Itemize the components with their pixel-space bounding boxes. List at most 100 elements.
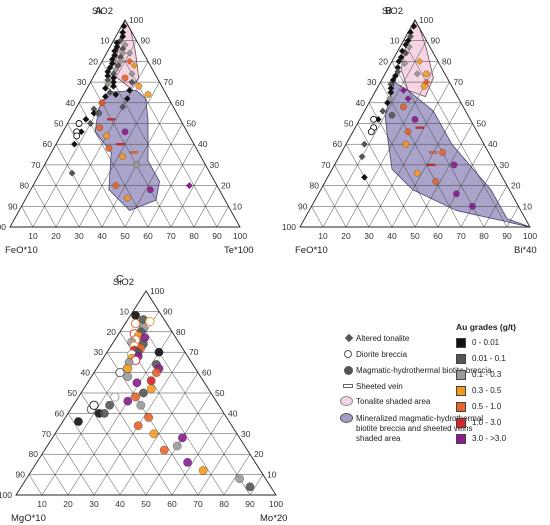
data-point-diorite-breccia [89, 400, 99, 410]
au-grade-label: 0.5 - 1.0 [472, 402, 502, 411]
data-point-biotite-breccia [198, 466, 208, 475]
tick-label: 20 [63, 499, 73, 509]
tick-label: 30 [367, 77, 377, 87]
au-grades-title: Au grades (g/t) [456, 322, 516, 332]
data-point-diorite-breccia [75, 120, 83, 127]
tick-label: 70 [193, 499, 203, 509]
data-point-altered-tonalite [360, 140, 368, 148]
data-point-biotite-breccia [439, 149, 446, 156]
open-circle-icon [344, 350, 352, 358]
tick-label: 20 [107, 327, 117, 337]
dash-icon [343, 384, 353, 388]
data-point-biotite-breccia [123, 372, 133, 382]
mineralized-shaded-area [384, 81, 531, 228]
ternary-outline [299, 19, 531, 228]
tick-label: 40 [66, 98, 76, 108]
tick-label: 10 [37, 499, 47, 509]
data-point-sheeted-vein [116, 143, 125, 146]
tick-label: 10 [233, 201, 243, 211]
data-point-altered-tonalite [413, 70, 421, 78]
grid-line [223, 454, 251, 496]
data-point-biotite-breccia [123, 364, 133, 373]
data-point-altered-tonalite [112, 91, 120, 98]
tick-label: 100 [0, 222, 6, 232]
tick-label: 30 [500, 160, 510, 170]
tick-label: 70 [31, 160, 41, 170]
ternary-panel-c: 1010102020203030304040405050506060607070… [0, 273, 287, 524]
data-point-biotite-breccia [105, 400, 114, 410]
data-point-altered-tonalite [102, 93, 109, 101]
tick-label: 30 [94, 347, 104, 357]
legend-label: Altered tonalite [356, 334, 410, 343]
ternary-grid [21, 40, 229, 228]
tick-label: 90 [141, 36, 151, 46]
tick-label: 100 [523, 231, 537, 241]
ternary-grid [28, 311, 264, 496]
grid-line [32, 185, 57, 228]
data-point-biotite-breccia [172, 441, 182, 451]
data-point-biotite-breccia [146, 186, 154, 194]
grid-line [334, 164, 370, 228]
data-point-altered-tonalite [405, 43, 413, 51]
tick-label: 30 [210, 160, 220, 170]
panel-letter: B [385, 5, 392, 17]
data-point-biotite-breccia [420, 82, 428, 90]
tick-label: 100 [150, 286, 164, 296]
tick-label: 40 [198, 139, 208, 149]
tick-label: 10 [318, 231, 328, 241]
filled-circle-icon [344, 366, 353, 375]
grid-line [41, 454, 69, 496]
ternary-grid [311, 40, 519, 228]
tick-label: 60 [202, 368, 212, 378]
data-point-altered-tonalite [404, 95, 412, 103]
data-point-biotite-breccia [400, 103, 407, 111]
tick-label: 50 [410, 231, 420, 241]
legend-label: Tonalite shaded area [356, 397, 431, 406]
tick-label: 60 [175, 98, 185, 108]
tick-label: 60 [333, 139, 343, 149]
tick-label: 50 [54, 119, 64, 129]
grid-line [197, 433, 238, 496]
data-point-biotite-breccia [144, 413, 153, 422]
tick-label: 80 [29, 449, 39, 459]
data-point-sheeted-vein [130, 151, 139, 154]
tick-label: 10 [28, 231, 38, 241]
data-point-biotite-breccia [146, 376, 156, 386]
axis-label-left: FeO*10 [5, 245, 38, 256]
au-grade-swatch [456, 386, 466, 396]
tick-label: 90 [245, 499, 255, 509]
data-point-altered-tonalite [185, 182, 193, 190]
tick-label: 90 [16, 470, 26, 480]
data-point-biotite-breccia [98, 99, 106, 107]
panel-letter: C [116, 273, 124, 285]
data-point-biotite-breccia [105, 144, 113, 152]
data-point-biotite-breccia [119, 153, 127, 160]
data-point-sheeted-vein [107, 118, 116, 121]
tick-label: 90 [431, 36, 441, 46]
grid-line [216, 206, 229, 228]
data-point-altered-tonalite [360, 173, 368, 181]
data-point-sheeted-vein [415, 126, 424, 129]
axis-label-right: Mo*20 [260, 513, 287, 524]
data-point-biotite-breccia [121, 74, 129, 82]
tick-label: 80 [219, 499, 229, 509]
grid-line [78, 81, 160, 228]
data-point-biotite-breccia [123, 194, 131, 202]
data-point-biotite-breccia [411, 116, 419, 123]
tick-label: 80 [189, 231, 199, 241]
data-point-diorite-breccia [367, 128, 375, 136]
data-point-altered-tonalite [402, 41, 410, 49]
data-point-sheeted-vein [429, 151, 438, 154]
au-grade-label: 0.01 - 0.1 [472, 354, 506, 363]
tick-label: 10 [267, 470, 277, 480]
grid-line [67, 413, 121, 496]
tick-label: 40 [356, 98, 366, 108]
data-point-altered-tonalite [402, 49, 410, 57]
tick-label: 40 [81, 368, 91, 378]
data-point-altered-tonalite [123, 95, 131, 103]
tick-label: 40 [115, 499, 125, 509]
tick-label: 50 [68, 388, 78, 398]
tick-label: 10 [523, 201, 533, 211]
data-point-biotite-breccia [469, 202, 476, 210]
grid-line [311, 206, 324, 228]
